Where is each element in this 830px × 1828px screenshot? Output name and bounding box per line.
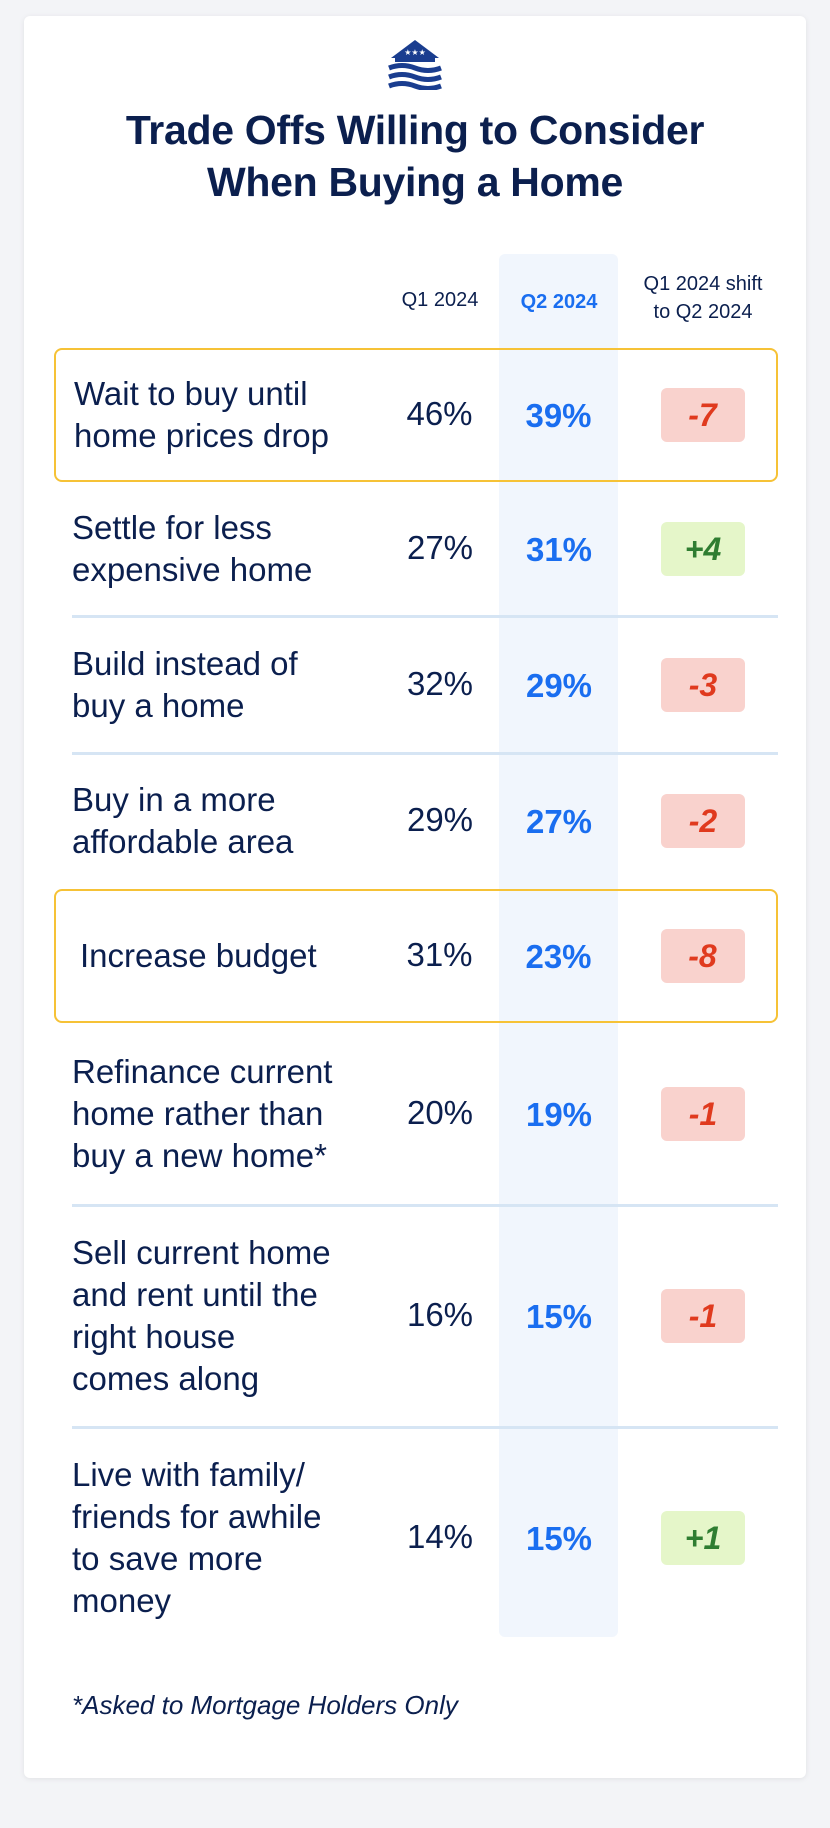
q1-value: 29% — [406, 801, 474, 838]
q2-value: 19% — [525, 1096, 593, 1133]
row-divider — [72, 1204, 778, 1207]
row-label: Live with family/friends for awhile to sa… — [72, 1454, 321, 1622]
row-divider — [72, 615, 778, 618]
q1-value: 46% — [406, 394, 473, 432]
q1-value: 27% — [406, 529, 474, 566]
row-label: Sell current home and rent until the right… — [72, 1232, 331, 1400]
row-label: Wait to buy until home prices drop — [74, 373, 329, 457]
shift-badge: -1 — [661, 1087, 745, 1141]
row-label-line: Increase budget — [80, 936, 317, 974]
shift-badge: -3 — [661, 657, 745, 712]
row-label-line: comes along — [72, 1360, 260, 1397]
row-label-line: buy a new home* — [72, 1137, 327, 1174]
title-line-2: When Buying a Home — [206, 159, 623, 205]
row-label-line: Buy in a more — [72, 781, 276, 818]
q1-value: 20% — [406, 1094, 474, 1131]
shift-badge: -1 — [661, 1289, 745, 1343]
table-row: Live with family/friends for awhile to sa… — [54, 1427, 778, 1649]
q2-value: 27% — [525, 803, 593, 840]
q1-value: 31% — [406, 935, 473, 973]
shift-badge: -8 — [660, 928, 745, 983]
q2-value: 23% — [525, 937, 592, 975]
row-label-line: Build instead of — [72, 644, 298, 682]
q1-value: 14% — [406, 1518, 474, 1555]
q1-value: 32% — [406, 664, 474, 702]
row-label-line: right house — [72, 1318, 236, 1355]
header-shift-line-2: to Q2 2024 — [653, 301, 753, 323]
row-label: Settle for less expensive home — [72, 507, 312, 591]
row-label: Increase budget — [80, 935, 317, 977]
shift-badge: +1 — [661, 1511, 745, 1565]
row-label-line: Settle for less — [72, 509, 272, 546]
row-label-line: friends for awhile — [72, 1498, 322, 1535]
header-q1: Q1 2024 — [401, 289, 479, 311]
shift-badge: -7 — [660, 387, 745, 442]
footnote: *Asked to Mortgage Holders Only — [72, 1690, 458, 1720]
svg-text:★★★: ★★★ — [404, 48, 426, 57]
table-row: Buy in a more affordable area 29% 27% -2 — [54, 753, 778, 889]
row-label-line: Wait to buy until — [74, 374, 308, 412]
row-label-line: expensive home — [72, 551, 313, 588]
q2-value: 31% — [525, 531, 593, 568]
header-q2: Q2 2024 — [520, 291, 598, 313]
row-label-line: home rather than — [72, 1095, 324, 1132]
row-label-line: Live with family/ — [72, 1456, 305, 1493]
header-shift: Q1 2024 shift to Q2 2024 — [625, 270, 781, 326]
q2-value: 15% — [525, 1520, 593, 1557]
table-row: Settle for less expensive home 27% 31% +4 — [54, 482, 778, 616]
row-divider — [72, 752, 778, 755]
chart-title: Trade Offs Willing to Consider When Buyi… — [0, 104, 830, 208]
q2-column-highlight — [499, 254, 618, 1637]
row-label-line: money — [72, 1582, 172, 1619]
row-label-line: buy a home — [72, 686, 245, 724]
infographic-card — [24, 16, 806, 1778]
row-divider — [72, 1426, 778, 1429]
table-row: Refinance current home rather than buy a n… — [54, 1023, 778, 1205]
row-label: Build instead of buy a home — [72, 643, 298, 727]
row-label-line: and rent until the — [72, 1276, 318, 1313]
table-row: Wait to buy until home prices drop 46% 39% -… — [54, 348, 778, 482]
row-label-line: Sell current home — [72, 1234, 331, 1271]
row-label-line: Refinance current — [72, 1053, 333, 1090]
row-label-line: home prices drop — [74, 416, 329, 454]
table-row: Build instead of buy a home 32% 29% -3 — [54, 616, 778, 753]
row-label: Refinance current home rather than buy a n… — [72, 1051, 332, 1177]
row-label-line: to save more — [72, 1540, 263, 1577]
header-shift-line-1: Q1 2024 shift — [643, 273, 763, 295]
table-row: Increase budget 31% 23% -8 — [54, 889, 778, 1023]
shift-badge: +4 — [661, 522, 745, 576]
q2-value: 39% — [525, 396, 592, 434]
title-line-1: Trade Offs Willing to Consider — [125, 107, 705, 153]
q1-value: 16% — [406, 1296, 474, 1333]
q2-value: 29% — [525, 666, 593, 704]
house-flag-logo-icon: ★★★ — [388, 40, 442, 90]
shift-badge: -2 — [661, 794, 745, 848]
row-label: Buy in a more affordable area — [72, 779, 293, 863]
row-label-line: affordable area — [72, 823, 294, 860]
table-row: Sell current home and rent until the right… — [54, 1205, 778, 1427]
q2-value: 15% — [525, 1298, 593, 1335]
